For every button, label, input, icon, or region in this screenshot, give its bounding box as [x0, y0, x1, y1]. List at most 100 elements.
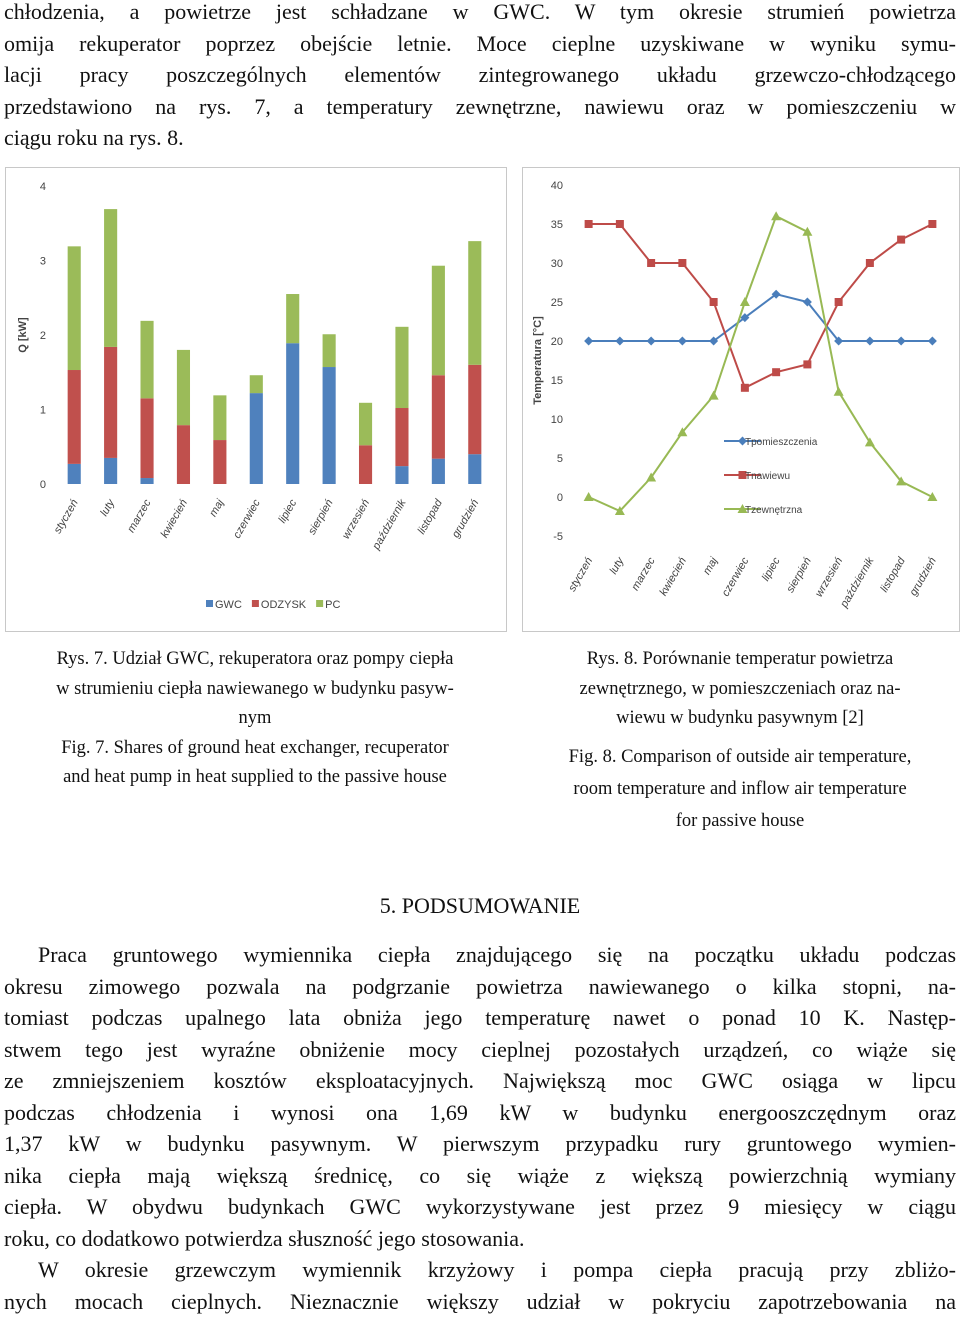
marker: [833, 386, 844, 396]
text-line: 1,37 kW w budynku pasywnym. W pierwszym …: [4, 1131, 956, 1156]
y-tick-label: 20: [551, 336, 563, 348]
text-line: stwem tego jest wyraźne obniżenie mocy c…: [4, 1036, 956, 1062]
y-tick-label: 10: [551, 414, 563, 426]
x-tick-label: październik: [370, 497, 409, 552]
line: [588, 293, 933, 342]
caption-line: zewnętrznego, w pomieszczeniach oraz na-: [579, 678, 901, 699]
marker: [772, 368, 781, 377]
x-tick-label: czerwiec: [231, 497, 263, 540]
y-tick-label: 0: [40, 479, 46, 491]
y-tick-label: 40: [551, 180, 563, 192]
text-line: tomiast podczas upalnego lata obniża jeg…: [4, 1005, 956, 1030]
x-tick-label: styczeń: [566, 556, 595, 594]
bar-segment: [431, 375, 445, 459]
bar-segment: [249, 375, 263, 394]
text-line: okresu zimowego pozwala na podgrzanie po…: [4, 973, 956, 999]
marker: [647, 259, 656, 267]
legend-label: ODZYSK: [261, 599, 307, 611]
y-tick-label: 2: [40, 330, 46, 342]
caption-line: room temperature and inflow air temperat…: [573, 778, 907, 799]
caption-line: Rys. 8. Porównanie temperatur powietrza: [586, 649, 894, 669]
legend-swatch: [316, 600, 324, 607]
y-tick-label: 0: [557, 492, 563, 504]
caption-line: for passive house: [675, 810, 805, 831]
marker: [896, 336, 906, 346]
x-tick-label: wrzesień: [813, 556, 845, 600]
marker: [771, 211, 782, 221]
bar-segment: [104, 457, 118, 484]
caption: Rys. 7. Udział GWC, rekuperatora oraz po…: [5, 645, 505, 793]
marker: [834, 298, 843, 306]
bar-segment: [322, 334, 336, 368]
bar-segment: [468, 454, 482, 484]
caption-line: Fig. 7. Shares of ground heat exchanger,…: [61, 737, 449, 758]
marker: [615, 220, 624, 228]
x-tick-label: wrzesień: [340, 498, 372, 542]
y-tick-label: 5: [557, 453, 563, 465]
bar-segment: [67, 246, 81, 371]
line: [588, 214, 933, 513]
bar-segment: [249, 393, 263, 484]
x-tick-label: sierpień: [306, 498, 336, 537]
caption-line: Rys. 7. Udział GWC, rekuperatora oraz po…: [56, 649, 454, 669]
x-tick-label: luty: [608, 554, 628, 576]
marker: [771, 289, 781, 299]
caption-line: nym: [238, 708, 272, 728]
marker: [709, 298, 718, 306]
text-line: chłodzenia, a powietrze jest schładzane …: [4, 0, 956, 24]
y-tick-label: -5: [553, 531, 563, 543]
marker: [738, 436, 747, 446]
marker: [896, 476, 907, 486]
chart-shares: 0 1 2 3 4 Q [kW] styczeń luty marzec kwiecień maj c…: [5, 167, 507, 632]
bar-segment: [140, 320, 154, 399]
text-line: ciepła. W obydwu budynkach GWC wykorzyst…: [4, 1194, 956, 1219]
text-line: podczas chłodzenia i wynosi ona 1,69 kW …: [4, 1099, 956, 1125]
marker: [708, 390, 719, 400]
legend-swatch: [251, 600, 259, 607]
marker: [677, 336, 687, 346]
bar-segment: [395, 408, 409, 467]
marker: [802, 226, 813, 236]
y-tick-label: 15: [551, 375, 563, 387]
x-tick-label: czerwiec: [720, 555, 752, 598]
marker: [740, 383, 749, 392]
marker: [865, 336, 875, 346]
caption-line: Fig. 8. Comparison of outside air temper…: [568, 746, 912, 767]
marker: [646, 336, 656, 346]
bar-segment: [176, 349, 191, 426]
marker: [927, 492, 938, 501]
marker: [677, 427, 688, 437]
text-line: ze zmniejszeniem kosztów eksploatacyjnyc…: [4, 1068, 956, 1093]
marker: [897, 235, 906, 244]
line: [588, 223, 933, 390]
y-tick-label: 25: [551, 297, 563, 309]
x-tick-label: grudzień: [450, 497, 481, 540]
bar-segment: [213, 440, 227, 484]
legend-label: PC: [325, 599, 340, 611]
caption-line: wiewu w budynku pasywnym [2]: [616, 708, 864, 728]
legend-label: Tzewnętrzna: [745, 505, 803, 516]
marker: [583, 492, 594, 501]
caption-line: w strumieniu ciepła nawiewanego w budynk…: [56, 678, 454, 699]
x-tick-label: kwiecień: [657, 556, 688, 599]
x-tick-label: maj: [207, 497, 227, 519]
marker: [927, 336, 937, 346]
bar-segment: [286, 294, 300, 344]
bar-segment: [322, 367, 336, 484]
marker: [584, 220, 593, 228]
bar-segment: [358, 445, 373, 484]
marker: [865, 259, 874, 267]
y-axis-label: Temperatura [°C]: [532, 316, 544, 405]
marker: [834, 336, 844, 346]
text-line: nych mocach cieplnych. Nieznacznie więks…: [4, 1288, 956, 1314]
bar-segment: [140, 398, 154, 479]
x-tick-label: luty: [98, 496, 118, 518]
section-heading: 5. PODSUMOWANIE: [379, 893, 581, 918]
bar-segment: [140, 478, 154, 484]
x-tick-label: maj: [701, 555, 721, 577]
y-axis-label: Q [kW]: [17, 317, 29, 353]
x-tick-label: sierpień: [784, 556, 814, 595]
text-line: przedstawiono na rys. 7, a temperatury z…: [4, 93, 956, 119]
marker: [740, 313, 750, 323]
